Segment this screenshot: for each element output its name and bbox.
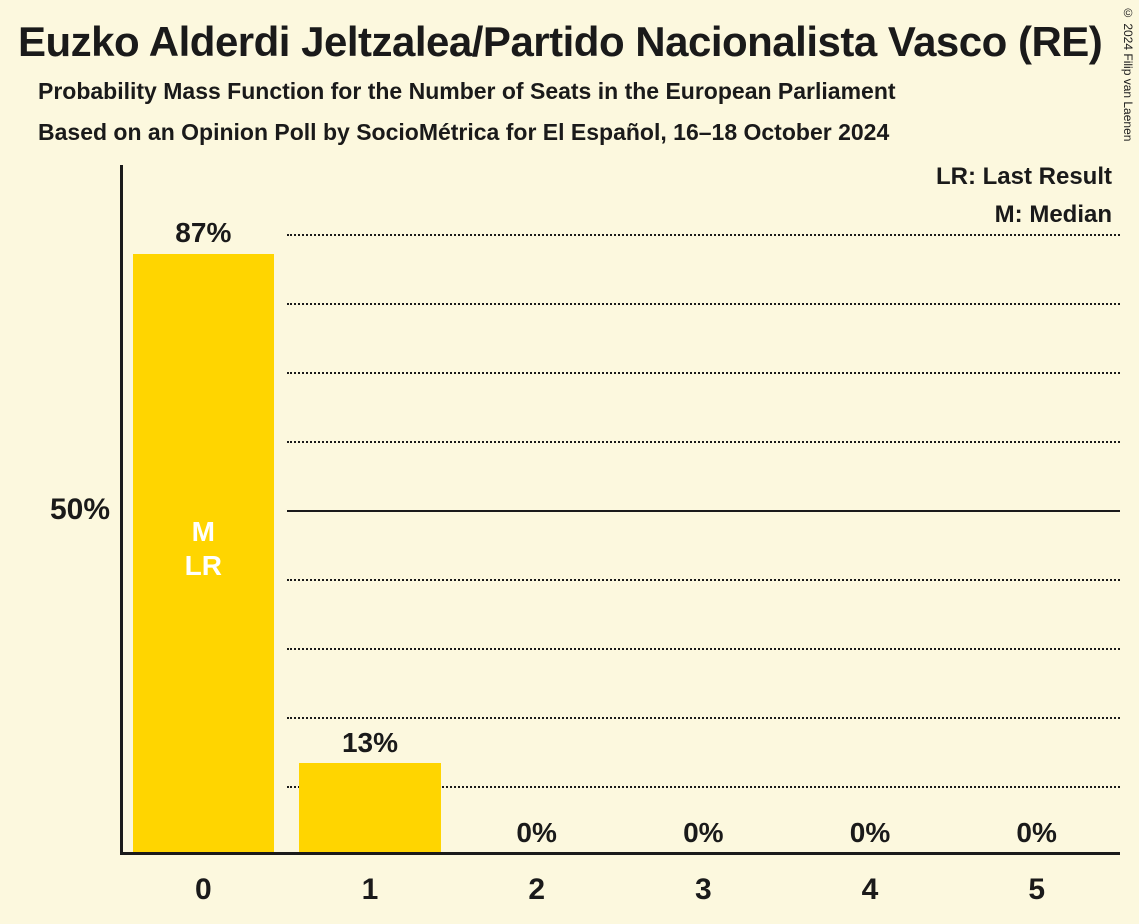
gridline xyxy=(287,648,1120,650)
chart-subtitle-2: Based on an Opinion Poll by SocioMétrica… xyxy=(38,119,889,146)
x-tick-label: 5 xyxy=(1028,873,1045,907)
bar xyxy=(299,763,441,852)
bar-value-label: 13% xyxy=(342,727,398,759)
bar-value-label: 0% xyxy=(850,817,890,849)
chart-plot-area: 50%87%MLR013%10%20%30%40%5LR: Last Resul… xyxy=(120,165,1120,855)
legend-lr: LR: Last Result xyxy=(936,163,1112,191)
in-bar-label: M xyxy=(192,516,215,548)
gridline xyxy=(287,234,1120,236)
in-bar-label: LR xyxy=(185,550,222,582)
y-tick-label: 50% xyxy=(20,493,110,527)
x-tick-label: 2 xyxy=(528,873,545,907)
gridline xyxy=(287,303,1120,305)
chart-title: Euzko Alderdi Jeltzalea/Partido Nacional… xyxy=(18,18,1102,66)
gridline xyxy=(287,579,1120,581)
gridline xyxy=(287,441,1120,443)
y-axis xyxy=(120,165,123,855)
x-tick-label: 1 xyxy=(362,873,379,907)
bar-value-label: 0% xyxy=(516,817,556,849)
x-tick-label: 4 xyxy=(862,873,879,907)
gridline xyxy=(287,372,1120,374)
bar-value-label: 0% xyxy=(683,817,723,849)
midline xyxy=(287,510,1120,512)
gridline xyxy=(287,717,1120,719)
copyright-text: © 2024 Filip van Laenen xyxy=(1121,6,1135,141)
x-axis xyxy=(120,852,1120,855)
chart-subtitle-1: Probability Mass Function for the Number… xyxy=(38,78,896,105)
bar-value-label: 0% xyxy=(1016,817,1056,849)
x-tick-label: 0 xyxy=(195,873,212,907)
legend-m: M: Median xyxy=(995,201,1112,229)
bar-value-label: 87% xyxy=(175,217,231,249)
x-tick-label: 3 xyxy=(695,873,712,907)
